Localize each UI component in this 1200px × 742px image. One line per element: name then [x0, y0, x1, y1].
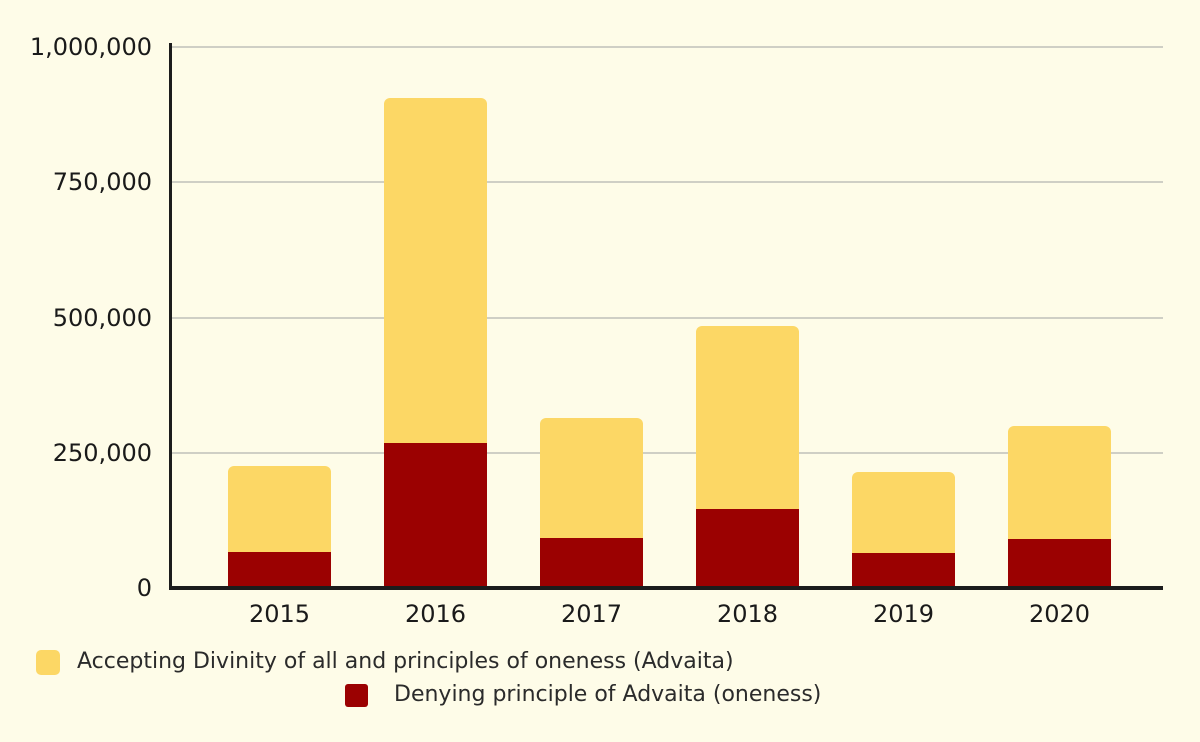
- gridline-250,000: [172, 451, 1163, 454]
- y-tick-label-250,000: 250,000: [52, 438, 152, 467]
- x-tick-label-2016: 2016: [404, 600, 467, 628]
- bar-segment-denying-2017: [540, 538, 643, 588]
- legend-swatch-denying: [345, 683, 368, 707]
- bar-segment-denying-2020: [1008, 539, 1111, 588]
- y-tick-label-1,000,000: 1,000,000: [29, 33, 152, 61]
- legend-label-denying: Denying principle of Advaita (oneness): [394, 682, 822, 707]
- bar-segment-denying-2015: [228, 552, 331, 588]
- bar-segment-accepting-2017: [540, 418, 643, 539]
- bar-segment-accepting-2019: [852, 472, 955, 554]
- bar-group-2015: [228, 466, 331, 588]
- gridline-750,000: [172, 181, 1163, 184]
- bar-group-2018: [696, 326, 799, 588]
- x-tick-label-2017: 2017: [560, 600, 623, 628]
- bar-segment-accepting-2016: [384, 97, 487, 444]
- legend-label-accepting: Accepting Divinity of all and principles…: [77, 649, 734, 674]
- bar-group-2016: [384, 97, 487, 588]
- gridline-1,000,000: [172, 46, 1163, 48]
- bar-group-2020: [1008, 426, 1111, 588]
- y-tick-label-500,000: 500,000: [52, 303, 152, 332]
- x-tick-label-2018: 2018: [716, 600, 779, 628]
- bar-segment-denying-2019: [852, 553, 955, 588]
- x-axis-line: [169, 586, 1163, 590]
- x-tick-label-2020: 2020: [1028, 600, 1091, 628]
- gridline-500,000: [172, 316, 1163, 319]
- bar-segment-denying-2018: [696, 509, 799, 588]
- x-tick-label-2019: 2019: [872, 600, 935, 628]
- y-tick-label-750,000: 750,000: [52, 168, 152, 197]
- plot-area: [169, 43, 1163, 590]
- bar-segment-accepting-2018: [696, 326, 799, 510]
- y-axis-line: [169, 43, 172, 590]
- x-tick-label-2015: 2015: [248, 600, 311, 628]
- legend-item-denying: Denying principle of Advaita (oneness): [345, 682, 821, 708]
- bar-group-2019: [852, 472, 955, 588]
- y-tick-label-0: 0: [136, 574, 152, 602]
- bar-group-2017: [540, 418, 643, 588]
- bar-segment-accepting-2020: [1008, 426, 1111, 540]
- legend-swatch-accepting: [36, 649, 60, 675]
- bar-segment-denying-2016: [384, 443, 487, 588]
- legend-item-accepting: Accepting Divinity of all and principles…: [36, 649, 734, 675]
- bar-segment-accepting-2015: [228, 466, 331, 553]
